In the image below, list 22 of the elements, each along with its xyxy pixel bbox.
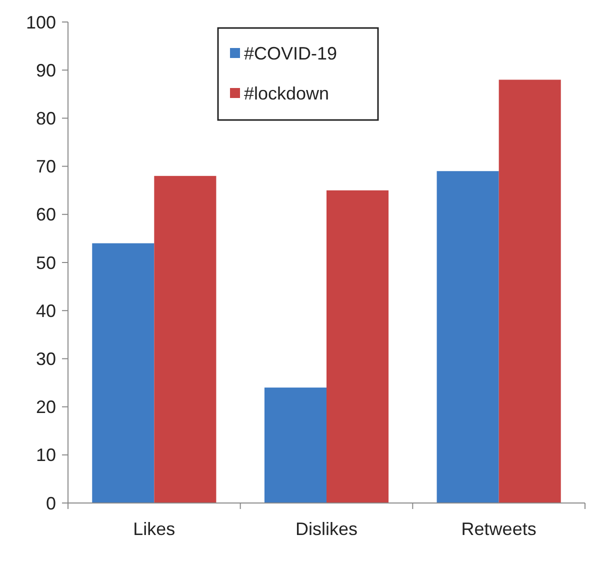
x-tick-label: Dislikes [295,519,358,539]
y-tick-label: 100 [26,12,56,32]
y-tick-label: 80 [36,108,56,128]
bar [326,190,389,503]
y-tick-label: 10 [36,445,56,466]
y-tick-label: 0 [46,493,56,514]
y-tick-label: 90 [36,60,56,80]
y-tick-label: 40 [36,300,56,321]
bar [154,176,216,503]
y-tick-label: 70 [36,156,56,177]
legend-label: #lockdown [244,83,330,104]
legend-label: #COVID-19 [244,43,338,64]
x-tick-label: Retweets [461,519,536,539]
bar [498,80,561,503]
bar [264,388,326,503]
y-tick-label: 50 [36,252,56,273]
y-tick-label: 20 [36,397,56,418]
bar [436,171,499,503]
y-tick-label: 60 [36,204,56,225]
y-tick-label: 30 [36,349,56,369]
x-tick-label: Likes [133,519,176,539]
bar [92,243,154,503]
